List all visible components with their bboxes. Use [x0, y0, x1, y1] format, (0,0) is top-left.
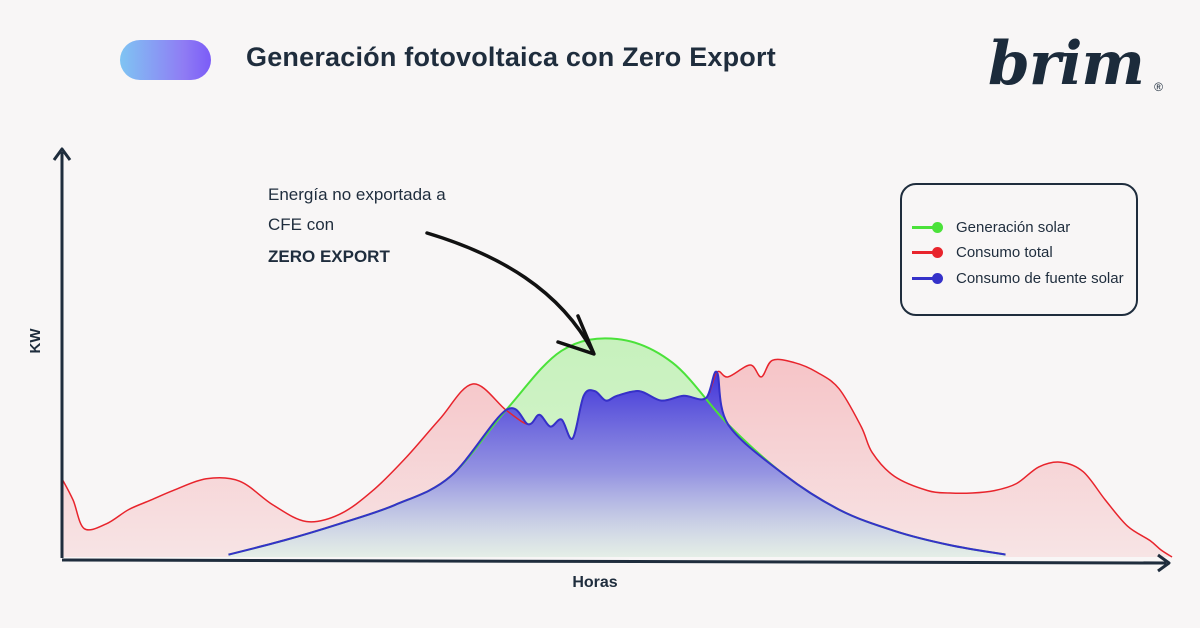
legend-swatch-consumo-solar — [912, 272, 944, 284]
annotation-line-1: Energía no exportada a — [268, 185, 446, 204]
legend-item-consumo-solar: Consumo de fuente solar — [912, 268, 1124, 288]
legend-label-generacion: Generación solar — [956, 218, 1071, 236]
y-axis — [52, 147, 72, 558]
legend-label-consumo-solar: Consumo de fuente solar — [956, 269, 1124, 287]
annotation-line-3: ZERO EXPORT — [268, 247, 390, 266]
legend-item-generacion: Generación solar — [912, 217, 1070, 237]
annotation-line-2: CFE con — [268, 215, 335, 234]
page-title: Generación fotovoltaica con Zero Export — [246, 42, 776, 72]
series-area-consumo-fuente-solar — [228, 371, 1006, 557]
annotation: Energía no exportada a CFE con ZERO EXPO… — [268, 180, 446, 272]
chart-legend: Generación solar Consumo total Consumo d… — [900, 183, 1138, 316]
header-accent-pill — [120, 40, 211, 80]
y-axis-label: KW — [27, 328, 44, 354]
x-axis-label: Horas — [572, 574, 618, 591]
series-line-consumo-fuente-solar — [228, 370, 1006, 556]
legend-item-consumo-total: Consumo total — [912, 242, 1053, 262]
legend-label-consumo-total: Consumo total — [956, 243, 1053, 261]
registered-mark: ® — [1154, 80, 1163, 94]
annotation-arrow — [425, 231, 596, 356]
legend-swatch-generacion — [912, 221, 944, 233]
legend-swatch-consumo-total — [912, 246, 944, 258]
x-axis — [61, 553, 1171, 573]
logo-wordmark: brim — [988, 29, 1145, 99]
brand-logo: brim ® — [988, 28, 1163, 100]
